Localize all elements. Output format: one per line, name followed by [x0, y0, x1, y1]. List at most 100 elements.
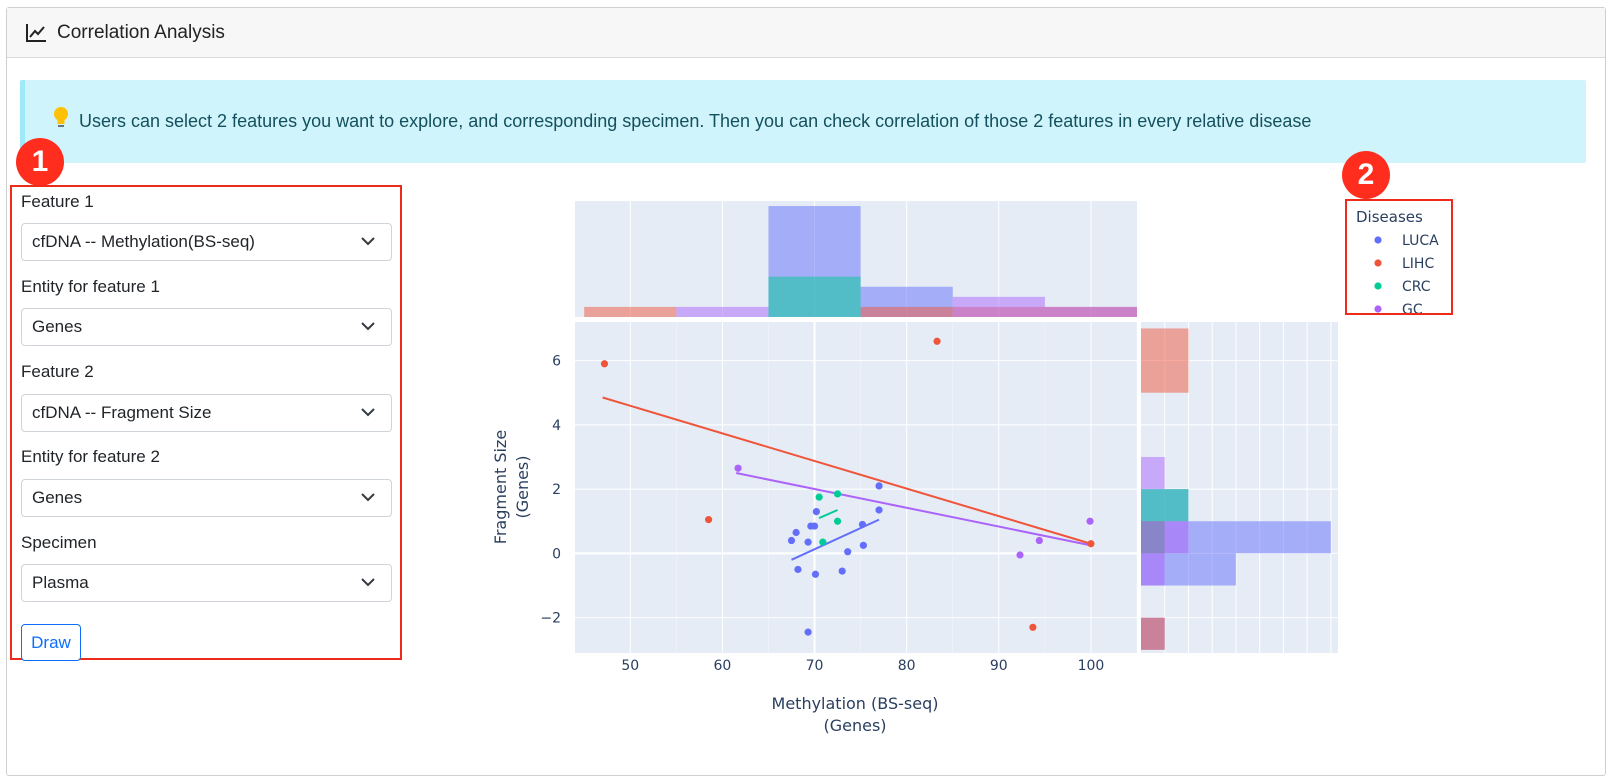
data-point-lihc	[704, 516, 713, 524]
data-point-luca	[804, 538, 812, 546]
right-histogram-bar-gc	[1141, 553, 1165, 586]
entity1-value: Genes	[32, 317, 83, 336]
entity1-select[interactable]: Genes	[21, 308, 392, 346]
trendline-lihc	[602, 396, 1092, 545]
y-tick-label: 0	[552, 546, 561, 562]
feature1-select[interactable]: cfDNA -- Methylation(BS-seq)	[21, 223, 392, 261]
legend-title: Diseases	[1356, 208, 1423, 226]
legend-marker-lihc	[1374, 259, 1382, 267]
y-axis-title-line1: Fragment Size	[491, 430, 510, 544]
trendline-gc	[736, 472, 1092, 547]
y-tick-label: −2	[540, 611, 561, 627]
x-axis-title-line1: Methylation (BS-seq)	[772, 694, 939, 713]
plot-background	[575, 322, 1137, 653]
data-point-gc	[1035, 536, 1043, 545]
feature2-value: cfDNA -- Fragment Size	[32, 403, 212, 422]
line-chart-icon	[26, 23, 46, 42]
card-header: Correlation Analysis	[7, 8, 1605, 58]
x-tick-label: 90	[990, 658, 1008, 674]
data-point-lihc	[933, 337, 941, 345]
data-point-crc	[833, 517, 842, 525]
data-point-lihc	[1029, 623, 1037, 631]
feature1-label: Feature 1	[21, 192, 94, 211]
entity2-label: Entity for feature 2	[21, 447, 160, 466]
data-point-gc	[1016, 551, 1024, 559]
data-point-luca	[804, 628, 812, 636]
legend-label-crc: CRC	[1402, 279, 1431, 295]
data-point-luca	[811, 570, 820, 578]
entity2-select[interactable]: Genes	[21, 479, 392, 517]
x-tick-label: 70	[806, 658, 824, 674]
specimen-label: Specimen	[21, 533, 97, 552]
feature-selection-panel: Feature 1 cfDNA -- Methylation(BS-seq) E…	[10, 185, 402, 661]
annotation-badge-2: 2	[1342, 151, 1390, 199]
data-point-luca	[792, 528, 800, 537]
legend-marker-crc	[1374, 282, 1382, 290]
top-histogram-bar-gc	[952, 296, 1045, 317]
entity1-label: Entity for feature 1	[21, 277, 160, 296]
data-point-luca	[858, 520, 867, 529]
y-axis-title-line2: (Genes)	[513, 455, 532, 518]
right-histogram-bar-gc	[1141, 456, 1165, 490]
data-point-luca	[812, 508, 820, 516]
feature2-select[interactable]: cfDNA -- Fragment Size	[21, 394, 392, 432]
data-point-luca	[844, 548, 852, 556]
data-point-luca	[838, 567, 846, 575]
legend-label-lihc: LIHC	[1402, 256, 1434, 272]
x-tick-label: 100	[1078, 658, 1105, 674]
feature2-label: Feature 2	[21, 362, 94, 381]
data-point-gc	[734, 464, 742, 472]
specimen-value: Plasma	[32, 573, 89, 592]
legend-marker-luca	[1374, 236, 1382, 244]
annotation-badge-1: 1	[16, 138, 64, 186]
data-point-crc	[815, 493, 823, 501]
info-alert: Users can select 2 features you want to …	[20, 80, 1586, 163]
x-axis-title-line2: (Genes)	[823, 716, 886, 735]
top-histogram-bar-lihc	[860, 306, 953, 317]
top-histogram-bar-gc	[676, 306, 769, 317]
specimen-select[interactable]: Plasma	[21, 564, 392, 602]
data-point-luca	[810, 522, 819, 530]
chevron-down-icon	[361, 493, 375, 502]
top-histogram-bar-gc	[1044, 306, 1137, 317]
legend-highlight-box	[1345, 199, 1453, 315]
x-tick-label: 80	[898, 658, 916, 674]
chevron-down-icon	[361, 237, 375, 246]
lightbulb-icon	[54, 106, 68, 127]
legend-label-luca: LUCA	[1402, 233, 1439, 249]
y-tick-label: 4	[552, 418, 561, 434]
draw-button[interactable]: Draw	[21, 624, 81, 661]
data-point-luca	[859, 541, 867, 549]
data-point-gc	[1086, 517, 1094, 525]
data-point-luca	[875, 482, 883, 490]
feature1-value: cfDNA -- Methylation(BS-seq)	[32, 232, 255, 251]
data-point-lihc	[600, 360, 609, 368]
data-point-crc	[833, 490, 842, 498]
data-point-luca	[794, 565, 802, 574]
data-point-lihc	[1087, 540, 1095, 548]
data-point-luca	[875, 506, 883, 514]
right-histogram-bar-lihc	[1141, 328, 1189, 393]
y-tick-label: 2	[552, 482, 561, 498]
legend-marker-gc	[1374, 305, 1382, 313]
top-histogram-bar-crc	[768, 276, 861, 317]
page-title: Correlation Analysis	[57, 21, 225, 43]
y-tick-label: 6	[552, 354, 561, 370]
x-tick-label: 60	[713, 658, 731, 674]
right-histogram	[1141, 322, 1338, 653]
right-histogram-bar-gc	[1141, 521, 1189, 554]
chevron-down-icon	[361, 322, 375, 331]
top-histogram-bar-lihc	[584, 306, 677, 317]
data-point-crc	[819, 538, 827, 546]
right-histogram-bar-crc	[1141, 489, 1189, 522]
data-point-luca	[787, 536, 796, 545]
scatter-plot-area: 50 60 70 80 90 100 −2 0 2 4 6	[540, 322, 1138, 674]
chevron-down-icon	[361, 408, 375, 417]
top-histogram	[575, 201, 1137, 317]
right-histogram-bar-lihc	[1141, 617, 1165, 650]
trendline-crc	[818, 509, 838, 519]
alert-text: Users can select 2 features you want to …	[79, 111, 1312, 131]
x-tick-label: 50	[621, 658, 639, 674]
